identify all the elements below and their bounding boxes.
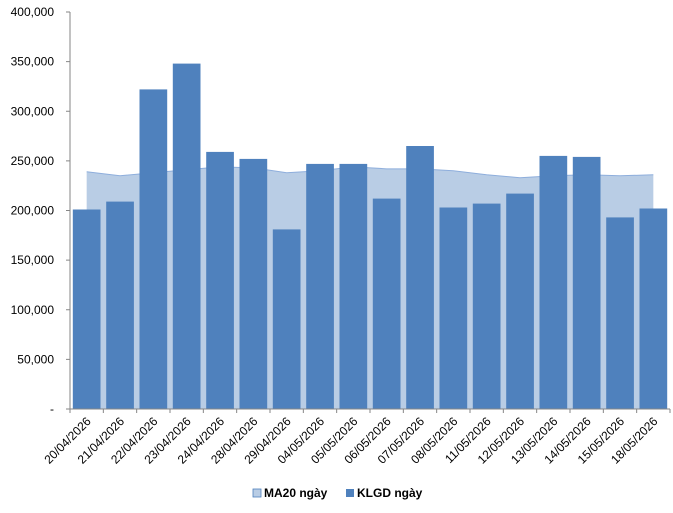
volume-bar xyxy=(539,155,568,409)
y-tick-label: 400,000 xyxy=(11,5,55,19)
legend: MA20 ngày KLGD ngày xyxy=(252,486,423,500)
volume-bar xyxy=(139,89,168,410)
volume-bar xyxy=(306,163,334,409)
ma20-area-layer xyxy=(86,166,654,409)
legend-label-ma20: MA20 ngày xyxy=(264,486,328,500)
volume-bar xyxy=(239,158,268,409)
y-tick-label: 200,000 xyxy=(11,204,55,218)
legend-label-klgd: KLGD ngày xyxy=(357,486,423,500)
volume-bar xyxy=(639,208,668,409)
y-tick-label: 50,000 xyxy=(17,352,54,366)
volume-bar xyxy=(472,203,501,409)
volume-bar xyxy=(439,207,468,409)
y-tick-label: - xyxy=(50,402,54,416)
y-tick-label: 350,000 xyxy=(11,55,55,69)
y-tick-label: 150,000 xyxy=(11,253,55,267)
volume-bar xyxy=(272,229,301,409)
volume-bar xyxy=(72,209,101,409)
volume-bar xyxy=(339,163,368,409)
volume-bar xyxy=(406,146,434,409)
volume-bar-layer xyxy=(72,63,668,410)
volume-bar xyxy=(106,201,134,409)
legend-swatch-ma20 xyxy=(252,488,262,498)
volume-bar xyxy=(572,156,601,409)
legend-swatch-klgd xyxy=(346,489,354,497)
volume-bar xyxy=(506,193,534,409)
volume-bar xyxy=(206,151,234,409)
y-tick-label: 100,000 xyxy=(11,303,55,317)
volume-bar xyxy=(606,217,634,409)
y-tick-label: 300,000 xyxy=(11,104,55,118)
y-tick-label: 250,000 xyxy=(11,154,55,168)
ma20-area xyxy=(86,166,654,409)
volume-bar xyxy=(172,63,201,409)
volume-bar xyxy=(372,198,401,409)
